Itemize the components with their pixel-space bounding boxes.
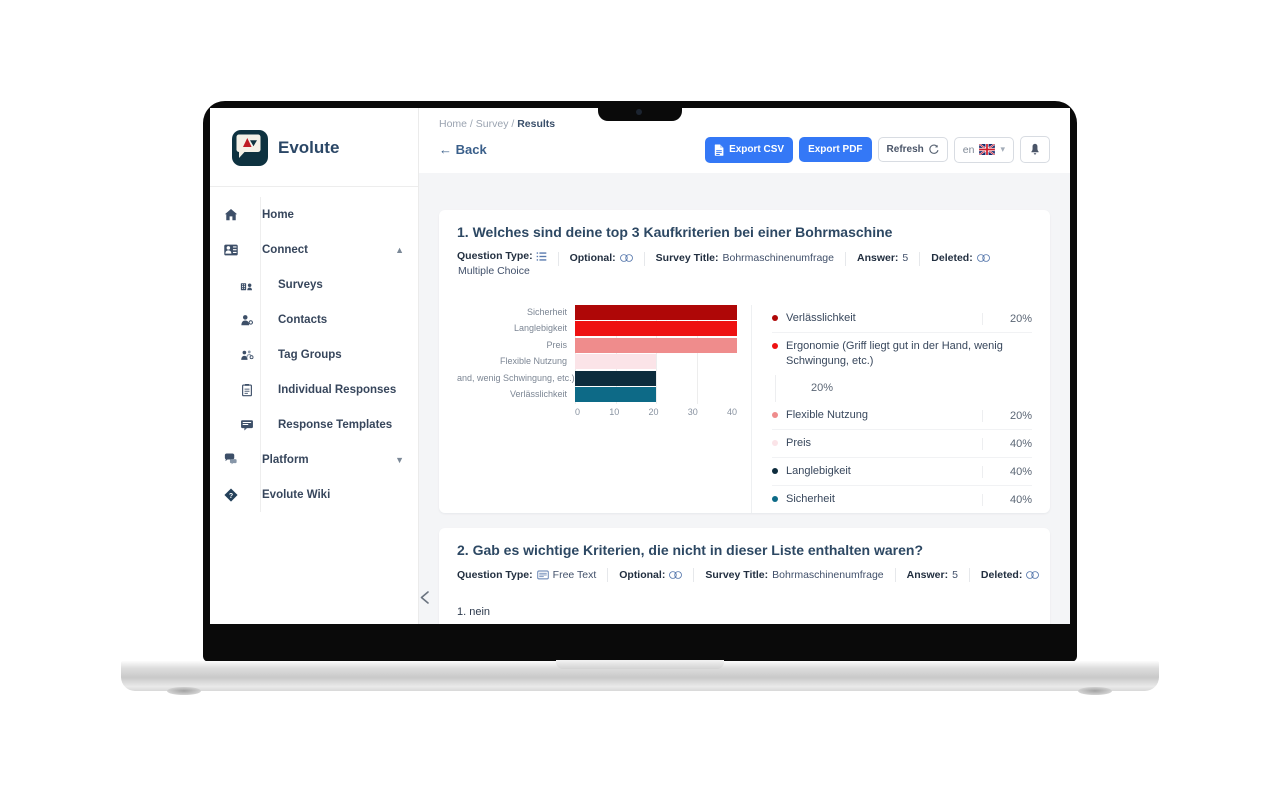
- svg-text:?: ?: [229, 492, 233, 499]
